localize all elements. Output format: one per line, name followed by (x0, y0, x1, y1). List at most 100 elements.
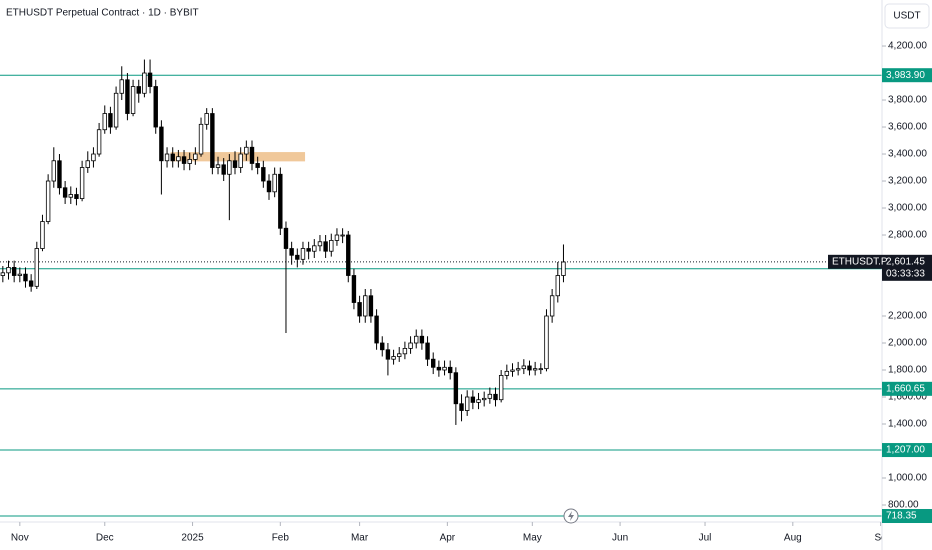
y-tick-label: 1,000.00 (888, 473, 927, 484)
candle-body (402, 348, 408, 355)
candle-body (414, 335, 419, 344)
symbol-label: ETHUSDT.P (832, 256, 888, 267)
candle-body (323, 241, 328, 252)
candle-body (498, 375, 504, 401)
candle-body (272, 173, 277, 193)
y-tick-label: 3,200.00 (888, 176, 927, 187)
candle-body (363, 295, 368, 317)
candle-body (312, 245, 317, 252)
x-tick-label: Feb (272, 533, 290, 544)
candle-body (204, 113, 209, 125)
candle-body (210, 113, 215, 168)
candle-body (527, 365, 532, 371)
candle-body (170, 153, 175, 162)
zone (169, 150, 307, 163)
candle-body (232, 160, 238, 168)
candle-body (397, 353, 402, 357)
candle-body (74, 194, 79, 199)
candle-body (0, 272, 6, 276)
y-tick-label: 2,800.00 (888, 230, 927, 241)
y-tick-label: 3,000.00 (888, 203, 927, 214)
candle-body (521, 365, 527, 370)
candle-body (340, 234, 345, 237)
candle-body (244, 146, 249, 155)
candle-body (493, 393, 498, 401)
level-tag (882, 509, 932, 524)
y-tick-label: 2,200.00 (888, 311, 927, 322)
candle-body (153, 86, 158, 128)
candle-body (28, 280, 34, 287)
candle-body (238, 153, 243, 168)
candle-body (442, 366, 447, 371)
last-price-label: 2,601.45 (886, 256, 925, 267)
candle-body (368, 295, 374, 317)
candle-body (187, 159, 192, 164)
y-tick-label: 1,800.00 (888, 365, 927, 376)
candle-body (504, 370, 510, 376)
candle-body (113, 92, 119, 128)
candle-body (91, 153, 96, 162)
candle-body (130, 86, 136, 114)
x-tick-label: Se (874, 533, 887, 544)
x-tick-label: Aug (784, 533, 802, 544)
x-tick-label: Mar (351, 533, 369, 544)
candle-body (164, 153, 170, 162)
candle-body (249, 146, 255, 164)
candle-body (23, 273, 28, 282)
candle-body (108, 113, 113, 128)
candle-body (181, 156, 187, 164)
candle-body (419, 335, 425, 344)
candle-body (306, 248, 311, 252)
candle-body (193, 153, 198, 160)
candle-body (159, 126, 164, 162)
chart-title: ETHUSDT Perpetual Contract · 1D · BYBIT (6, 8, 199, 19)
candle-body (227, 160, 232, 175)
candle-body (476, 399, 481, 403)
candle-body (278, 173, 283, 229)
candle-body (215, 164, 221, 168)
candle-body (289, 248, 294, 256)
candle-body (385, 349, 391, 360)
candle-body (391, 356, 396, 360)
candle-body (555, 275, 560, 297)
candle-body (198, 123, 204, 155)
candle-body (45, 180, 51, 222)
x-tick-label: Jul (699, 533, 712, 544)
candle-body (221, 164, 226, 175)
candle-body (436, 366, 442, 371)
candle-body (487, 393, 493, 399)
candle-body (17, 273, 23, 276)
candle-body (334, 234, 340, 241)
level-label: 1,660.65 (886, 383, 925, 394)
candle-body (549, 295, 555, 317)
candle-body (34, 248, 40, 287)
symbol-tag (828, 254, 882, 269)
candle-body (96, 129, 102, 155)
candle-body (125, 79, 130, 114)
y-tick-label: 3,800.00 (888, 95, 927, 106)
candle-body (102, 113, 107, 131)
countdown: 03:33:33 (886, 268, 925, 279)
candle-body (142, 72, 147, 94)
candle-body (6, 267, 11, 274)
flash-icon[interactable] (563, 508, 579, 524)
level-tag (882, 443, 932, 458)
candle-body (515, 368, 521, 371)
currency-label: USDT (893, 11, 920, 22)
candle-body (510, 369, 515, 372)
candle-body (261, 167, 266, 182)
y-tick-label: 2,000.00 (888, 338, 927, 349)
candle-body (266, 180, 272, 193)
candle-body (481, 397, 487, 401)
candle-body (346, 234, 351, 276)
candle-body (532, 368, 538, 371)
candle-body (57, 160, 62, 189)
currency-button[interactable] (884, 3, 930, 29)
level-label: 718.35 (886, 511, 917, 522)
level-tag (882, 381, 932, 396)
candle-body (561, 261, 566, 276)
x-tick-label: 2025 (181, 533, 204, 544)
candle-body (425, 342, 430, 360)
